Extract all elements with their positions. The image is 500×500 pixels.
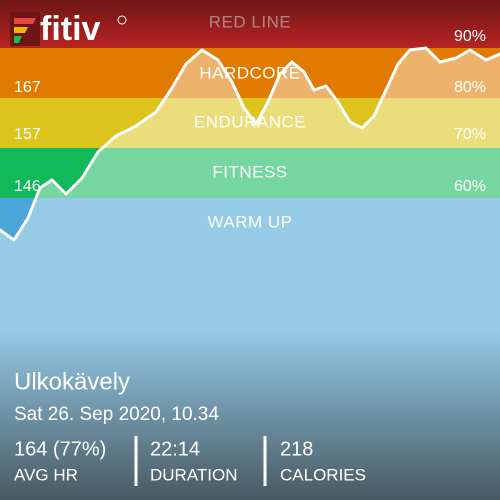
activity-datetime: Sat 26. Sep 2020, 10.34 <box>14 404 219 425</box>
hr-line <box>0 46 500 242</box>
logo-text: fitiv <box>40 10 101 48</box>
zone-label: WARM UP <box>207 212 292 231</box>
stat-value: 22:14 <box>150 438 200 460</box>
zone-band <box>0 48 500 98</box>
zone-label: RED LINE <box>209 12 291 31</box>
zone-band <box>0 0 500 48</box>
bottom-shade <box>0 330 500 500</box>
zone-label: ENDURANCE <box>194 112 306 131</box>
stat-label: CALORIES <box>280 465 366 484</box>
logo: fitiv <box>10 10 127 48</box>
logo-icon <box>14 27 28 33</box>
stat-value: 164 (77%) <box>14 438 106 460</box>
zone-label: FITNESS <box>212 162 287 181</box>
zone-hr: 157 <box>14 126 41 143</box>
zone-band <box>0 98 500 148</box>
stat-label: DURATION <box>150 465 238 484</box>
zone-hr: 146 <box>14 178 41 195</box>
zone-percent: 80% <box>454 79 486 96</box>
zone-label: HARDCORE <box>199 63 300 82</box>
stat-value: 218 <box>280 438 313 460</box>
registered-mark <box>117 15 127 25</box>
zone-percent: 60% <box>454 178 486 195</box>
activity-title: Ulkokävely <box>14 368 130 395</box>
logo-icon <box>14 18 36 24</box>
zone-hr: 167 <box>14 79 41 96</box>
stat-label: AVG HR <box>14 465 78 484</box>
zone-percent: 90% <box>454 28 486 45</box>
zone-percent: 70% <box>454 126 486 143</box>
logo-icon <box>14 36 22 43</box>
